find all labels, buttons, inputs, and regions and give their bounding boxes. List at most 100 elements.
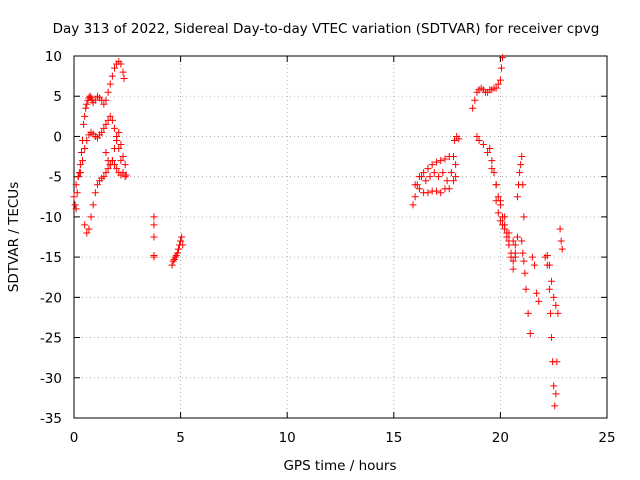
data-point: [177, 237, 185, 245]
data-point: [488, 165, 496, 173]
data-point: [71, 201, 79, 209]
data-points: [70, 54, 566, 410]
y-tick-label: -20: [40, 290, 62, 306]
data-point: [102, 120, 110, 128]
data-point: [108, 116, 116, 124]
data-point: [469, 104, 477, 112]
series-late-m: [543, 252, 560, 309]
data-point: [492, 197, 500, 205]
data-point: [518, 153, 526, 161]
data-point: [511, 249, 519, 257]
data-point: [171, 253, 179, 261]
data-point: [550, 382, 558, 390]
data-point: [86, 92, 94, 100]
data-point: [492, 84, 500, 92]
data-point: [70, 193, 78, 201]
series-mid-a: [150, 213, 158, 261]
data-point: [447, 169, 455, 177]
data-point: [449, 153, 457, 161]
data-point: [91, 189, 99, 197]
data-point: [505, 237, 513, 245]
data-point: [528, 253, 536, 261]
data-point: [150, 253, 158, 261]
chart-title: Day 313 of 2022, Sidereal Day-to-day VTE…: [53, 21, 600, 37]
data-point: [81, 112, 89, 120]
data-point: [499, 213, 507, 221]
data-point: [119, 68, 127, 76]
data-point: [531, 261, 539, 269]
data-point: [169, 257, 177, 265]
data-point: [83, 100, 91, 108]
data-point: [517, 161, 525, 169]
data-point: [173, 249, 181, 257]
series-late-e: [469, 54, 507, 112]
data-point: [420, 169, 428, 177]
data-point: [443, 177, 451, 185]
data-point: [552, 301, 560, 309]
data-point: [518, 237, 526, 245]
data-point: [80, 120, 88, 128]
data-point: [422, 177, 430, 185]
series-late-k: [528, 253, 543, 305]
data-point: [552, 390, 560, 398]
data-point: [548, 277, 556, 285]
data-point: [441, 155, 449, 163]
data-point: [83, 229, 91, 237]
data-point: [409, 201, 417, 209]
data-point: [83, 136, 91, 144]
data-point: [106, 80, 114, 88]
y-tick-label: 10: [45, 49, 62, 65]
series-late-l: [541, 253, 562, 410]
data-point: [520, 257, 528, 265]
data-point: [479, 140, 487, 148]
data-point: [545, 285, 553, 293]
data-point: [117, 60, 125, 68]
data-point: [179, 241, 187, 249]
data-point: [426, 173, 434, 181]
data-point: [511, 241, 519, 249]
x-tick-label: 0: [70, 430, 79, 446]
x-tick-label: 20: [492, 430, 509, 446]
data-point: [496, 217, 504, 225]
data-point: [432, 158, 440, 166]
data-point: [526, 330, 534, 338]
data-point: [106, 112, 114, 120]
data-point: [522, 285, 530, 293]
data-point: [100, 100, 108, 108]
data-point: [473, 132, 481, 140]
series-late-c: [418, 169, 455, 185]
data-point: [100, 173, 108, 181]
data-point: [120, 75, 128, 83]
series-mid-b: [168, 233, 187, 269]
data-point: [102, 169, 110, 177]
plot-frame: [73, 55, 608, 419]
data-point: [509, 257, 517, 265]
data-point: [519, 249, 527, 257]
data-point: [543, 252, 551, 260]
data-point: [551, 402, 559, 410]
data-point: [519, 181, 527, 189]
y-tick-label: -10: [40, 210, 62, 226]
series-late-h: [492, 197, 519, 265]
data-point: [174, 245, 182, 253]
series-early-c: [81, 157, 127, 237]
data-point: [494, 80, 502, 88]
y-tick-label: -5: [49, 170, 62, 186]
data-point: [150, 221, 158, 229]
data-point: [430, 169, 438, 177]
data-point: [76, 161, 84, 169]
data-point: [117, 157, 125, 165]
data-point: [535, 297, 543, 305]
data-point: [513, 233, 521, 241]
data-point: [445, 185, 453, 193]
data-point: [533, 289, 541, 297]
y-tick-label: -30: [40, 371, 62, 387]
data-point: [494, 193, 502, 201]
data-point: [72, 205, 80, 213]
series-early-d: [102, 128, 129, 169]
data-point: [85, 225, 93, 233]
data-point: [524, 309, 532, 317]
data-point: [93, 181, 101, 189]
data-point: [496, 76, 504, 84]
